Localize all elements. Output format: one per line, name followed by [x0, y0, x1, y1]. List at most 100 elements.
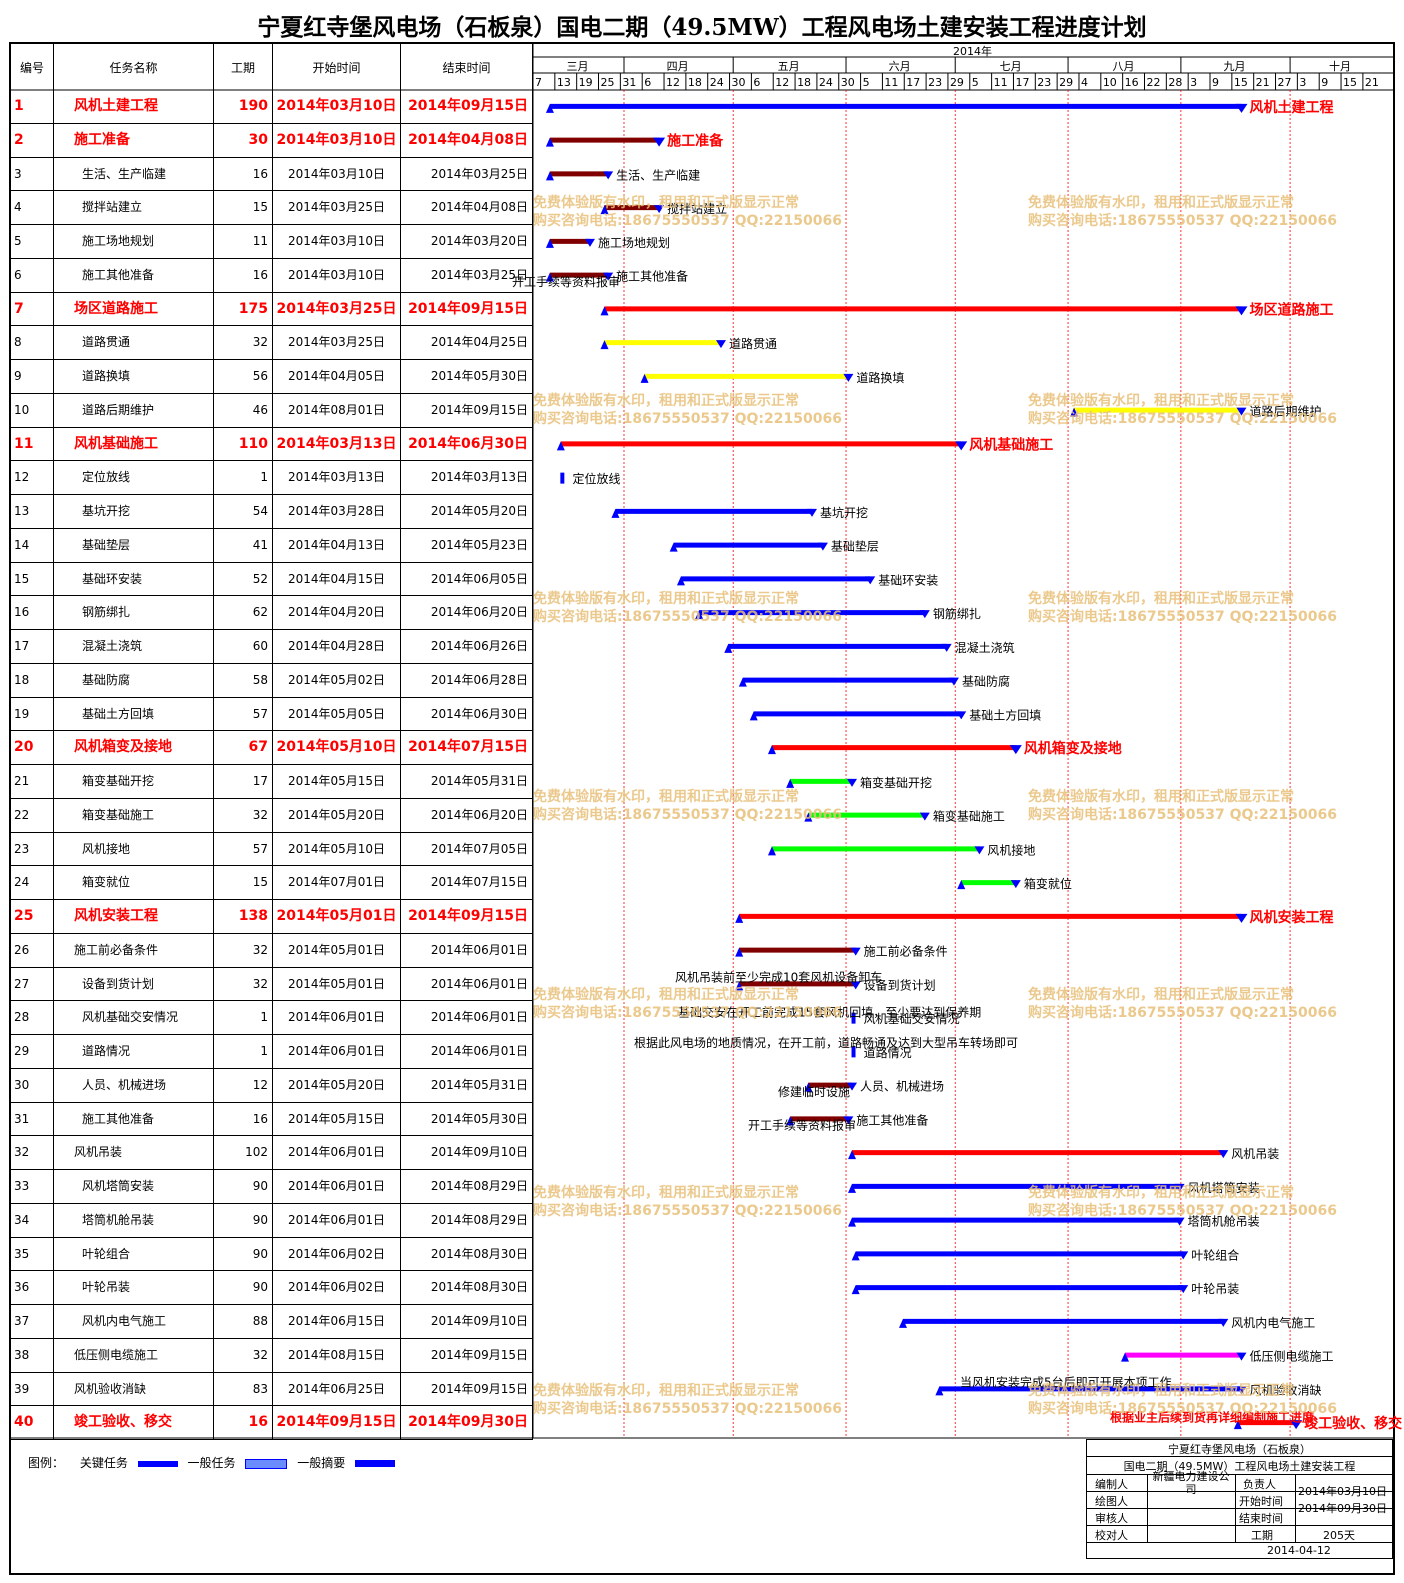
task-name: 叶轮组合 — [54, 1237, 214, 1271]
task-name: 风机内电气施工 — [54, 1305, 214, 1338]
task-duration: 60 — [214, 630, 273, 663]
task-bar-label: 风机塔筒安装 — [1188, 1180, 1260, 1195]
task-id: 29 — [11, 1035, 54, 1068]
task-id: 4 — [11, 191, 54, 224]
bar-end-marker — [654, 205, 665, 214]
task-start: 2014年04月28日 — [273, 630, 401, 663]
table-row: 37 风机内电气施工 88 2014年06月15日 2014年09月10日 — [11, 1305, 533, 1339]
task-id: 13 — [11, 495, 54, 528]
bar-end-marker — [948, 677, 959, 686]
bar-start-marker — [735, 947, 744, 957]
task-bar — [728, 643, 947, 649]
day-tick-label: 7 — [535, 76, 542, 89]
task-id: 3 — [11, 157, 54, 191]
task-start: 2014年06月15日 — [273, 1305, 401, 1338]
table-row: 15 基础环安装 52 2014年04月15日 2014年06月05日 — [11, 562, 533, 597]
bar-end-marker — [1218, 1318, 1229, 1327]
task-bar — [615, 508, 812, 514]
table-row: 30 人员、机械进场 12 2014年05月20日 2014年05月31日 — [11, 1068, 533, 1103]
task-duration: 90 — [214, 1170, 273, 1203]
task-duration: 88 — [214, 1305, 273, 1338]
task-bar — [808, 1082, 853, 1088]
task-bar — [939, 1386, 1242, 1392]
watermark-text: 购买咨询电话:18675550537 QQ:22150066 — [533, 212, 842, 229]
milestone-bar — [560, 472, 565, 484]
task-name: 道路换填 — [54, 360, 214, 393]
task-bar — [753, 711, 962, 717]
task-start: 2014年06月01日 — [273, 1136, 401, 1169]
task-id: 34 — [11, 1203, 54, 1237]
day-tick-label: 30 — [841, 76, 855, 89]
annotation-note: 基础交安在开工前完成15套风机回填，至少要达到保养期 — [678, 1004, 981, 1019]
task-bar — [790, 778, 853, 784]
task-name: 箱变基础施工 — [54, 798, 214, 832]
task-duration: 16 — [214, 157, 273, 191]
task-bar-label: 叶轮吊装 — [1191, 1282, 1239, 1296]
bar-end-marker — [1235, 306, 1248, 316]
bar-end-marker — [974, 846, 985, 855]
task-bar-label: 施工其他准备 — [856, 1113, 928, 1127]
task-bar-label: 风机基础交安情况 — [864, 1011, 960, 1026]
bar-end-marker — [584, 238, 595, 247]
day-tick-label: 5 — [863, 76, 870, 89]
task-duration: 32 — [214, 933, 273, 967]
task-id: 12 — [11, 461, 54, 494]
day-tick-label: 13 — [557, 76, 571, 89]
bar-end-marker — [843, 373, 854, 382]
task-bar-label: 风机箱变及接地 — [1024, 740, 1122, 757]
milestone-bar — [851, 1012, 856, 1024]
task-duration: 54 — [214, 495, 273, 528]
table-row: 23 风机接地 57 2014年05月10日 2014年07月05日 — [11, 832, 533, 867]
legend-summary-swatch — [355, 1460, 396, 1467]
bar-start-marker — [600, 306, 609, 316]
task-name: 人员、机械进场 — [54, 1068, 214, 1102]
bar-end-marker — [1010, 880, 1021, 889]
task-name: 施工其他准备 — [54, 258, 214, 292]
day-tick-label: 19 — [579, 76, 593, 89]
task-name: 塔筒机舱吊装 — [54, 1203, 214, 1237]
task-start: 2014年06月02日 — [273, 1271, 401, 1304]
bar-end-marker — [1178, 1251, 1189, 1260]
task-duration: 16 — [214, 258, 273, 292]
task-bar — [961, 880, 1016, 886]
task-duration: 1 — [214, 1035, 273, 1068]
header-id: 编号 — [11, 44, 54, 90]
month-label: 七月 — [1000, 60, 1022, 73]
day-tick-label: 12 — [666, 76, 680, 89]
task-name: 风机土建工程 — [54, 90, 214, 123]
task-start: 2014年06月02日 — [273, 1237, 401, 1271]
day-tick-label: 31 — [622, 76, 636, 89]
task-id: 21 — [11, 765, 54, 798]
bar-start-marker — [1121, 1352, 1130, 1362]
day-tick-label: 16 — [1125, 76, 1139, 89]
task-name: 生活、生产临建 — [54, 157, 214, 191]
bar-end-marker — [1009, 745, 1022, 755]
task-start: 2014年05月02日 — [273, 663, 401, 697]
day-tick-label: 10 — [1103, 76, 1117, 89]
task-id: 19 — [11, 697, 54, 731]
task-bar — [560, 441, 962, 447]
table-row: 6 施工其他准备 16 2014年03月10日 2014年03月25日 — [11, 258, 533, 293]
task-name: 箱变基础开挖 — [54, 765, 214, 798]
task-name: 施工前必备条件 — [54, 933, 214, 967]
task-duration: 58 — [214, 663, 273, 697]
task-bar — [1074, 407, 1242, 413]
info-date: 2014-04-12 — [1267, 1544, 1331, 1557]
task-bar — [604, 340, 721, 346]
day-tick-label: 28 — [1168, 76, 1182, 89]
watermark-text: 购买咨询电话:18675550537 QQ:22150066 — [1028, 608, 1337, 625]
table-row: 25 风机安装工程 138 2014年05月01日 2014年09月15日 — [11, 900, 533, 934]
task-duration: 16 — [214, 1406, 273, 1439]
day-tick-label: 17 — [906, 76, 920, 89]
table-row: 17 混凝土浇筑 60 2014年04月28日 2014年06月26日 — [11, 630, 533, 664]
task-bar — [855, 1285, 1184, 1291]
watermark-text: 购买咨询电话:18675550537 QQ:22150066 — [1028, 1400, 1337, 1417]
watermark-text: 购买咨询电话:18675550537 QQ:22150066 — [533, 410, 842, 427]
bar-end-marker — [850, 981, 861, 990]
task-start: 2014年04月15日 — [273, 562, 401, 596]
task-bar-label: 塔筒机舱吊装 — [1188, 1214, 1260, 1229]
task-name: 风机塔筒安装 — [54, 1170, 214, 1203]
legend-summary: 一般摘要 — [297, 1456, 346, 1470]
info-end-label: 结束时间 — [1239, 1512, 1283, 1525]
task-bar — [808, 812, 925, 818]
